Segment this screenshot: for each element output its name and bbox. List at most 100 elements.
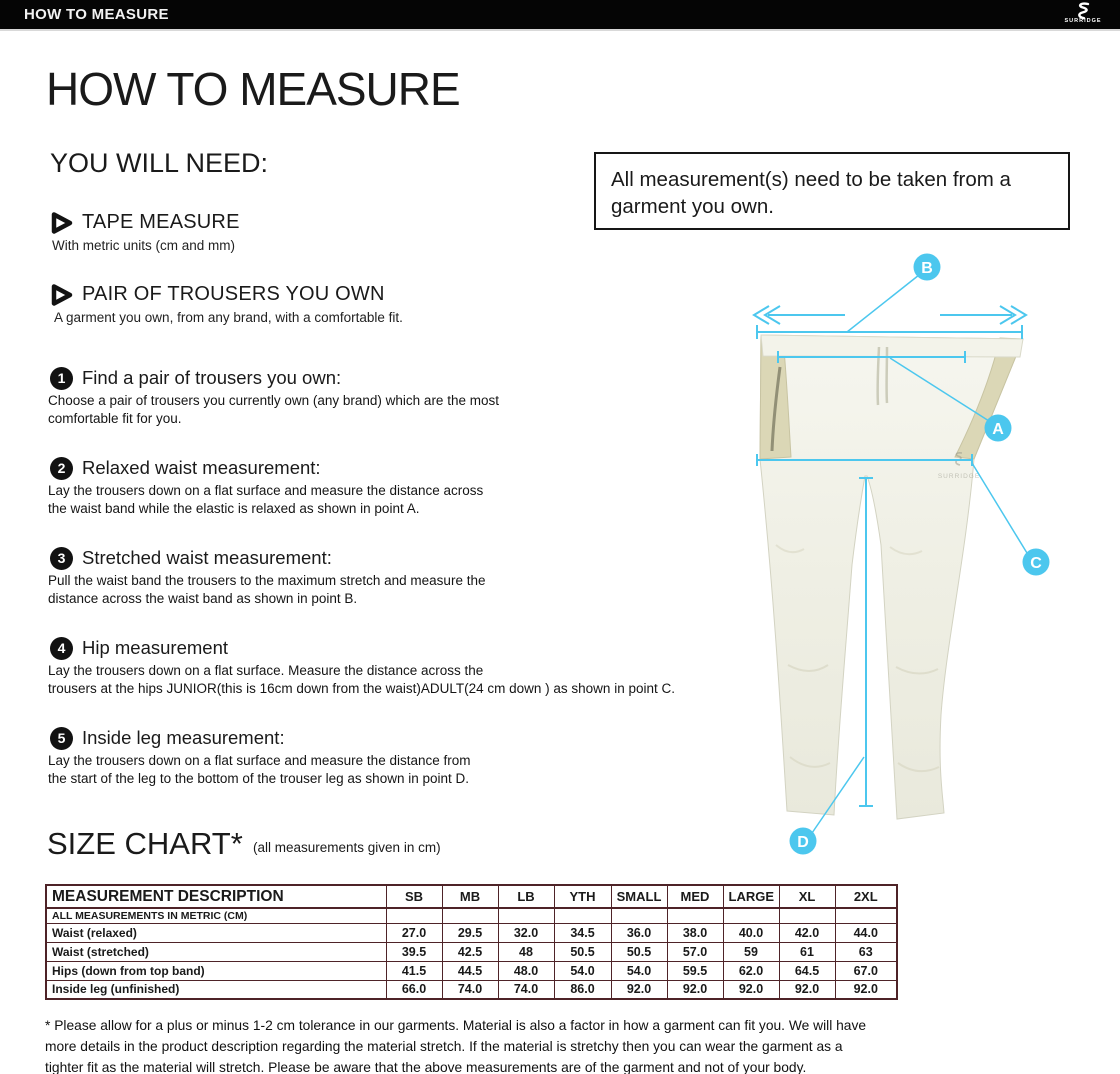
size-value-cell: 57.0 [666,941,724,962]
table-row: Waist (stretched) 39.5 42.5 48 50.5 50.5 57.0 5… [45,941,898,962]
step-heading: 5 Inside leg measurement: [50,726,285,750]
pocket-opening [770,366,782,452]
size-value-cell: 59 [722,941,780,962]
step-title: Stretched waist measurement: [82,547,332,568]
row-label: Hips (down from top band) [45,960,387,981]
step-number-badge: 3 [50,546,73,570]
empty-cell [553,907,612,924]
column-header: SB [385,884,443,909]
size-value-cell: 27.0 [385,922,443,943]
point-a-label: A [992,421,1004,438]
empty-cell [778,907,836,924]
size-value-cell: 40.0 [722,922,780,943]
size-value-cell: 34.5 [553,922,612,943]
size-value-cell: 61 [778,941,836,962]
size-chart-body: ALL MEASUREMENTS IN METRIC (CM) Waist (re… [45,907,898,1000]
trousers-image [759,334,1024,820]
size-value-cell: 66.0 [385,979,443,1000]
size-value-cell: 29.5 [441,922,499,943]
size-value-cell: 48.0 [497,960,555,981]
size-value-cell: 92.0 [610,979,668,1000]
column-header: MEASUREMENT DESCRIPTION [45,884,387,909]
column-header: XL [778,884,836,909]
step-number-badge: 1 [50,366,73,390]
size-value-cell: 48 [497,941,555,962]
measurement-lines [752,274,1028,834]
brand-logo: SURRIDGE [1060,2,1106,24]
column-header: YTH [553,884,612,909]
size-value-cell: 54.0 [553,960,612,981]
size-value-cell: 67.0 [834,960,898,981]
column-header: LB [497,884,555,909]
size-value-cell: 50.5 [610,941,668,962]
top-bar-title: HOW TO MEASURE [24,6,169,23]
table-row: Inside leg (unfinished) 66.0 74.0 74.0 86.0 9… [45,979,898,1000]
point-b-marker [913,253,941,281]
waist-stretched-line [756,325,1023,339]
size-value-cell: 44.0 [834,922,898,943]
point-c-marker [1022,548,1050,576]
pointer-to-C [971,462,1028,554]
point-d-label: D [797,834,809,851]
table-row: Hips (down from top band) 41.5 44.5 48.0 54.… [45,960,898,981]
footnote-text: * Please allow for a plus or minus 1-2 c… [45,1018,867,1074]
empty-cell [441,907,499,924]
point-a-marker [984,414,1012,442]
waistband [760,334,1024,358]
column-header: MED [666,884,724,909]
pointer-to-B [846,274,920,333]
size-value-cell: 92.0 [778,979,836,1000]
need-item-subtitle: A garment you own, from any brand, with … [54,310,403,325]
top-bar: HOW TO MEASURE SURRIDGE [0,0,1120,31]
step-body: Pull the waist band the trousers to the … [48,573,486,607]
column-header: 2XL [834,884,898,909]
you-will-need-heading: YOU WILL NEED: [50,148,269,178]
page-title: HOW TO MEASURE [46,63,461,115]
note-text: All measurement(s) need to be taken from… [611,168,1011,219]
point-d-marker [789,827,817,855]
empty-cell [722,907,780,924]
size-value-cell: 74.0 [441,979,499,1000]
empty-cell [385,907,443,924]
size-value-cell: 36.0 [610,922,668,943]
size-value-cell: 41.5 [385,960,443,981]
empty-cell [666,907,724,924]
size-value-cell: 59.5 [666,960,724,981]
note-box: All measurement(s) need to be taken from… [594,152,1070,230]
need-item-title: TAPE MEASURE [82,211,240,233]
size-value-cell: 38.0 [666,922,724,943]
drawstring [876,346,881,406]
size-value-cell: 62.0 [722,960,780,981]
size-value-cell: 92.0 [834,979,898,1000]
triangle-bullet-icon [51,284,73,306]
size-value-cell: 92.0 [722,979,780,1000]
size-value-cell: 92.0 [666,979,724,1000]
step-heading: 4 Hip measurement [50,636,228,660]
pointer-to-D [811,756,865,834]
row-label: Inside leg (unfinished) [45,979,387,1000]
step-number-badge: 4 [50,636,73,660]
empty-cell [834,907,898,924]
step-title: Hip measurement [82,637,229,658]
size-value-cell: 42.0 [778,922,836,943]
table-row: Waist (relaxed) 27.0 29.5 32.0 34.5 36.0 38.0 4… [45,922,898,943]
size-value-cell: 50.5 [553,941,612,962]
step-title: Find a pair of trousers you own: [82,367,342,388]
brand-logo-text: SURRIDGE [1064,18,1102,24]
step-body: Lay the trousers down on a flat surface … [48,483,484,517]
metric-note-cell: ALL MEASUREMENTS IN METRIC (CM) [45,907,387,924]
size-value-cell: 74.0 [497,979,555,1000]
step-heading: 3 Stretched waist measurement: [50,546,332,570]
column-header: MB [441,884,499,909]
size-value-cell: 44.5 [441,960,499,981]
inside-leg-line [859,477,873,807]
step-number-badge: 5 [50,726,73,750]
column-header: SMALL [610,884,668,909]
size-chart-header: MEASUREMENT DESCRIPTION SB MB LB YTH SMALL MED… [45,884,898,909]
point-c-label: C [1030,555,1042,572]
row-label: Waist (relaxed) [45,922,387,943]
trousers-watermark: SURRIDGE [938,452,979,480]
size-chart-table: MEASUREMENT DESCRIPTION SB MB LB YTH SMALL MED… [45,884,898,1000]
surridge-logo-icon [1078,2,1090,20]
